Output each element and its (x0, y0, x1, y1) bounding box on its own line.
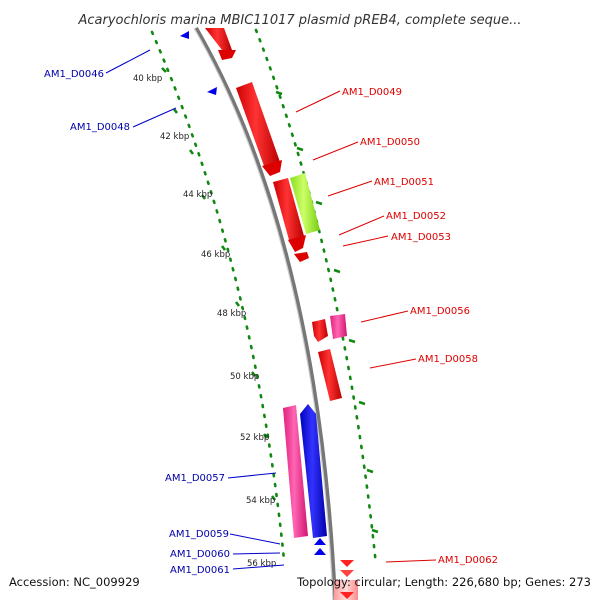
scale-label-56: 56 kbp (247, 559, 276, 569)
gene-arrow-am1-d0061[interactable] (314, 548, 326, 555)
gene-arrow-top[interactable] (205, 28, 236, 60)
gene-arrow-am1-d0062[interactable] (334, 560, 358, 600)
gene-label-am1-d0046[interactable]: AM1_D0046 (44, 69, 104, 80)
gene-arrow-am1-d0051[interactable] (273, 178, 306, 252)
reverse-leader-lines (105, 49, 285, 570)
gene-arrow-am1-d0056-red[interactable] (312, 319, 328, 342)
gene-arrow-am1-d0049[interactable] (236, 82, 282, 176)
gene-label-am1-d0060[interactable]: AM1_D0060 (170, 549, 230, 560)
plasmid-backbone-highlight (193, 27, 334, 600)
gene-label-am1-d0059[interactable]: AM1_D0059 (169, 529, 229, 540)
plasmid-backbone (194, 27, 337, 600)
gene-arrow-am1-d0050[interactable] (290, 173, 320, 234)
gene-label-am1-d0062[interactable]: AM1_D0062 (438, 555, 498, 566)
scale-label-54: 54 kbp (246, 496, 275, 506)
gene-label-am1-d0052[interactable]: AM1_D0052 (386, 211, 446, 222)
topology-summary: Topology: circular; Length: 226,680 bp; … (296, 575, 591, 589)
gene-arrow-am1-d0059[interactable] (300, 404, 327, 538)
scale-label-48: 48 kbp (217, 309, 246, 319)
gene-arrow-am1-d0057[interactable] (283, 405, 308, 538)
gene-label-am1-d0053[interactable]: AM1_D0053 (391, 232, 451, 243)
gene-label-am1-d0057[interactable]: AM1_D0057 (165, 473, 225, 484)
reverse-gene-labels: AM1_D0046 AM1_D0048 AM1_D0057 AM1_D0059 … (44, 69, 230, 576)
gene-arrow-am1-d0058[interactable] (318, 349, 342, 401)
outer-guide-ring (254, 28, 378, 567)
accession-text: Accession: NC_009929 (9, 575, 140, 589)
scale-labels: 40 kbp 42 kbp 44 kbp 46 kbp 48 kbp 50 kb… (133, 74, 276, 569)
forward-gene-labels: AM1_D0049 AM1_D0050 AM1_D0051 AM1_D0052 … (342, 87, 498, 566)
gene-arrow-am1-d0056-pink[interactable] (330, 314, 347, 339)
gene-label-am1-d0048[interactable]: AM1_D0048 (70, 122, 130, 133)
gene-label-am1-d0051[interactable]: AM1_D0051 (374, 177, 434, 188)
gene-label-am1-d0050[interactable]: AM1_D0050 (360, 137, 420, 148)
gene-label-am1-d0061[interactable]: AM1_D0061 (170, 565, 230, 576)
gene-label-am1-d0058[interactable]: AM1_D0058 (418, 354, 478, 365)
gene-arrow-am1-d0046[interactable] (180, 31, 189, 39)
gene-label-am1-d0049[interactable]: AM1_D0049 (342, 87, 402, 98)
inner-major-ticks (161, 67, 277, 501)
scale-label-42: 42 kbp (160, 132, 189, 142)
forward-leader-lines (295, 90, 437, 563)
gene-arrow-am1-d0048[interactable] (207, 87, 217, 95)
gene-label-am1-d0056[interactable]: AM1_D0056 (410, 306, 470, 317)
gene-arrow-am1-d0060[interactable] (314, 538, 326, 545)
scale-label-40: 40 kbp (133, 74, 162, 84)
scale-label-44: 44 kbp (183, 190, 212, 200)
scale-label-46: 46 kbp (201, 250, 230, 260)
inner-guide-ring (150, 30, 286, 562)
gene-arrow-am1-d0053[interactable] (294, 252, 309, 262)
scale-label-50: 50 kbp (230, 372, 259, 382)
map-title: Acaryochloris marina MBIC11017 plasmid p… (78, 13, 522, 28)
scale-label-52: 52 kbp (240, 433, 269, 443)
outer-major-ticks (275, 90, 379, 534)
